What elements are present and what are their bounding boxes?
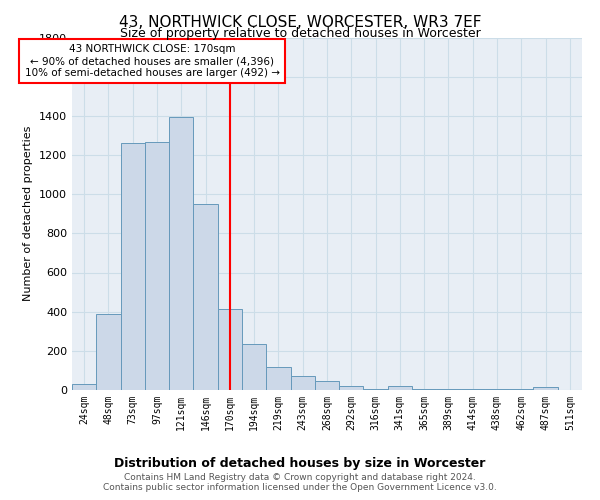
Bar: [145, 142, 169, 390]
Bar: [218, 308, 242, 390]
Bar: [533, 387, 558, 390]
Bar: [121, 143, 145, 390]
Text: Distribution of detached houses by size in Worcester: Distribution of detached houses by size …: [115, 458, 485, 470]
Text: Contains HM Land Registry data © Crown copyright and database right 2024.
Contai: Contains HM Land Registry data © Crown c…: [103, 473, 497, 492]
Bar: [193, 204, 218, 390]
Bar: [72, 384, 96, 390]
Bar: [509, 389, 533, 390]
Bar: [436, 389, 461, 390]
Bar: [290, 376, 315, 390]
Bar: [412, 389, 436, 390]
Text: Size of property relative to detached houses in Worcester: Size of property relative to detached ho…: [119, 28, 481, 40]
Bar: [266, 366, 290, 390]
Bar: [339, 386, 364, 390]
Text: 43, NORTHWICK CLOSE, WORCESTER, WR3 7EF: 43, NORTHWICK CLOSE, WORCESTER, WR3 7EF: [119, 15, 481, 30]
Bar: [315, 381, 339, 390]
Bar: [485, 389, 509, 390]
Bar: [364, 389, 388, 390]
Bar: [388, 386, 412, 390]
Text: 43 NORTHWICK CLOSE: 170sqm
← 90% of detached houses are smaller (4,396)
10% of s: 43 NORTHWICK CLOSE: 170sqm ← 90% of deta…: [25, 44, 280, 78]
Y-axis label: Number of detached properties: Number of detached properties: [23, 126, 34, 302]
Bar: [96, 314, 121, 390]
Bar: [242, 344, 266, 390]
Bar: [461, 389, 485, 390]
Bar: [169, 117, 193, 390]
